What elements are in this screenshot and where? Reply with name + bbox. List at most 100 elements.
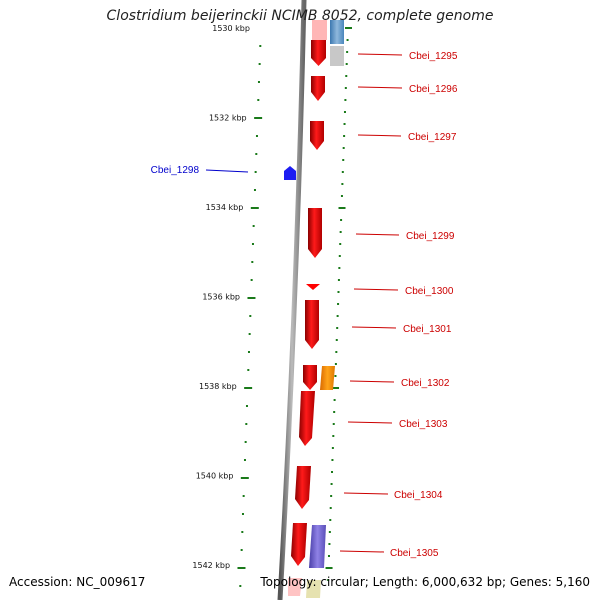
outer-minor-tick (240, 549, 243, 551)
inner-minor-tick (328, 531, 331, 533)
inner-minor-tick (341, 171, 344, 173)
inner-minor-tick (337, 303, 340, 305)
gene-arrow-1298 (284, 166, 296, 180)
outer-minor-tick (255, 153, 258, 155)
tick-label-1532: 1532 kbp (209, 114, 247, 123)
inner-minor-tick (345, 63, 348, 65)
outer-minor-tick (249, 315, 252, 317)
inner-minor-tick (328, 543, 331, 545)
gene-arrow-1305-purple (309, 525, 326, 568)
inner-minor-tick (331, 447, 334, 449)
feature-blocks (312, 20, 344, 66)
inner-minor-tick (334, 375, 337, 377)
inner-major-tick (344, 27, 352, 29)
inner-minor-tick (332, 435, 335, 437)
inner-minor-tick (336, 315, 339, 317)
outer-minor-tick (245, 423, 248, 425)
inner-minor-tick (341, 183, 344, 185)
gene-label-cbei-1300-leader (353, 288, 399, 291)
gene-arrow-1302-orange (320, 366, 335, 390)
gene-label-cbei-1301: Cbei_1301 (403, 324, 452, 335)
inner-minor-tick (329, 507, 332, 509)
outer-major-tick (240, 477, 249, 479)
outer-tick-track (237, 45, 263, 587)
inner-minor-tick (340, 195, 343, 197)
tick-label-1542: 1542 kbp (192, 561, 230, 570)
gene-label-cbei-1305: Cbei_1305 (390, 548, 439, 559)
outer-minor-tick (257, 99, 260, 101)
tick-label-1538: 1538 kbp (199, 382, 237, 391)
feature-steelblue (330, 20, 344, 44)
gene-label-cbei-1299-leader (355, 233, 400, 236)
outer-minor-tick (254, 171, 257, 173)
tick-label-1534: 1534 kbp (206, 203, 244, 212)
outer-minor-tick (245, 405, 248, 407)
tick-label-group: 1530 kbp 1532 kbp 1534 kbp 1536 kbp 1538 kbp… (192, 24, 250, 570)
inner-minor-tick (339, 231, 342, 233)
inner-minor-tick (333, 411, 336, 413)
tick-label-1536: 1536 kbp (202, 293, 240, 302)
feature-olive-bottom (306, 580, 321, 598)
outer-major-tick (247, 297, 256, 299)
inner-minor-tick (333, 399, 336, 401)
gene-label-cbei-1304-leader (343, 492, 389, 495)
genome-backbone (277, 0, 307, 600)
outer-minor-tick (251, 243, 254, 245)
outer-minor-tick (247, 351, 250, 353)
inner-minor-tick (343, 111, 346, 113)
feature-pink-bottom (288, 578, 302, 596)
inner-minor-tick (340, 219, 343, 221)
inner-minor-tick (339, 243, 342, 245)
inner-minor-tick (335, 339, 338, 341)
gene-label-cbei-1302: Cbei_1302 (401, 378, 450, 389)
inner-tick-track (325, 27, 352, 581)
outer-minor-tick (241, 531, 244, 533)
inner-minor-tick (337, 279, 340, 281)
gene-arrows (284, 40, 335, 598)
feature-pink-top (312, 20, 327, 40)
inner-minor-tick (344, 99, 347, 101)
inner-minor-tick (327, 579, 330, 581)
inner-minor-tick (334, 363, 337, 365)
inner-minor-tick (330, 483, 333, 485)
inner-minor-tick (346, 51, 349, 53)
outer-minor-tick (242, 495, 245, 497)
outer-minor-tick (244, 441, 247, 443)
inner-minor-tick (335, 351, 338, 353)
outer-minor-tick (241, 513, 244, 515)
gene-label-cbei-1302-leader (349, 380, 395, 383)
inner-minor-tick (343, 135, 346, 137)
gene-arrow-1295a (311, 40, 326, 66)
outer-minor-tick (247, 369, 250, 371)
gene-label-cbei-1295-leader (357, 53, 403, 56)
inner-major-tick (332, 387, 340, 389)
gene-arrow-1296 (311, 76, 325, 101)
gene-label-cbei-1304: Cbei_1304 (394, 490, 443, 501)
inner-minor-tick (331, 471, 334, 473)
gene-label-group: Cbei_1295 Cbei_1296 Cbei_1297 Cbei_1298 Cbei… (151, 51, 458, 559)
gene-label-cbei-1298: Cbei_1298 (151, 165, 200, 176)
inner-minor-tick (331, 459, 334, 461)
gene-arrow-1304 (295, 466, 311, 509)
outer-minor-tick (257, 81, 260, 83)
gene-label-cbei-1303-leader (347, 421, 393, 424)
inner-minor-tick (327, 555, 330, 557)
gene-label-cbei-1299: Cbei_1299 (406, 231, 455, 242)
gene-label-cbei-1301-leader (351, 326, 397, 329)
gene-arrow-1303 (299, 391, 315, 446)
accession-text: Accession: NC_009617 (9, 575, 146, 589)
outer-minor-tick (253, 189, 256, 191)
gene-label-cbei-1300: Cbei_1300 (405, 286, 454, 297)
gene-label-cbei-1305-leader (339, 550, 385, 553)
gene-arrow-1299 (308, 208, 322, 258)
gene-label-cbei-1303: Cbei_1303 (399, 419, 448, 430)
gene-arrow-1297 (310, 121, 324, 150)
gene-arrow-1301 (305, 300, 319, 349)
inner-minor-tick (338, 255, 341, 257)
gene-label-leaders (205, 53, 403, 553)
gene-arrow-1302 (303, 365, 317, 390)
inner-minor-tick (338, 267, 341, 269)
tick-label-1530: 1530 kbp (212, 24, 250, 33)
outer-minor-tick (252, 225, 255, 227)
inner-minor-tick (346, 39, 349, 41)
